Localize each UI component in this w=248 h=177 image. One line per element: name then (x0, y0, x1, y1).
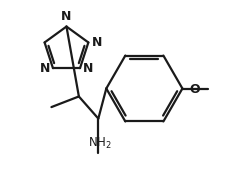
Text: N: N (39, 62, 50, 75)
Text: N: N (61, 10, 72, 23)
Text: N: N (83, 62, 93, 75)
Text: O: O (190, 83, 200, 96)
Text: NH$_2$: NH$_2$ (88, 136, 112, 151)
Text: N: N (92, 36, 102, 49)
